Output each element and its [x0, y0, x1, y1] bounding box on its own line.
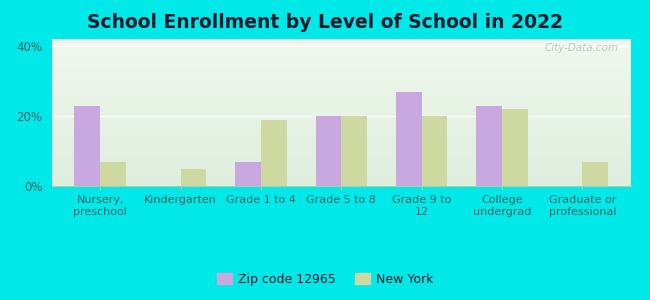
- Bar: [422, 116, 447, 186]
- Bar: [582, 161, 608, 186]
- Text: City-Data.com: City-Data.com: [545, 44, 619, 53]
- Bar: [235, 161, 261, 186]
- Bar: [476, 106, 502, 186]
- Bar: [100, 161, 126, 186]
- Bar: [261, 119, 287, 186]
- Bar: [396, 92, 422, 186]
- Bar: [75, 106, 100, 186]
- Bar: [181, 169, 206, 186]
- Bar: [315, 116, 341, 186]
- Bar: [341, 116, 367, 186]
- Legend: Zip code 12965, New York: Zip code 12965, New York: [212, 268, 438, 291]
- Text: School Enrollment by Level of School in 2022: School Enrollment by Level of School in …: [87, 14, 563, 32]
- Bar: [502, 109, 528, 186]
